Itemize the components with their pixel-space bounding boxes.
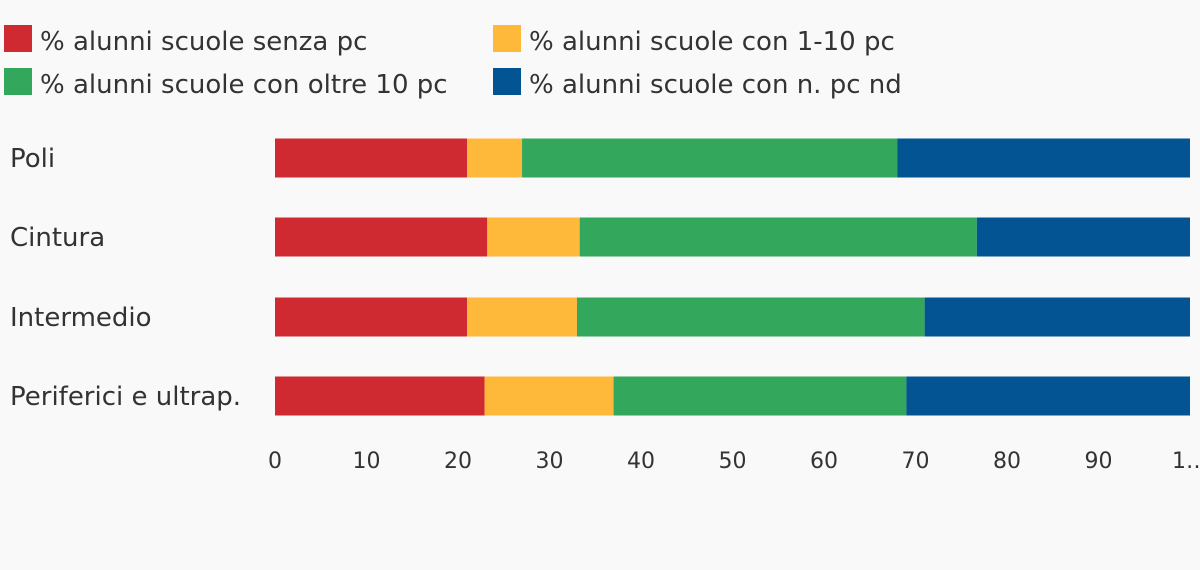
- x-tick-label: 80: [993, 449, 1021, 474]
- x-tick-label: 50: [719, 449, 747, 474]
- bar-segment: [275, 297, 468, 337]
- x-axis-ticks: 0 10 20 30 40 50 60 70 80 90 1…: [268, 449, 1200, 474]
- legend-swatch: [4, 68, 32, 95]
- x-tick-label: 0: [268, 449, 282, 474]
- legend-label: % alunni scuole con 1-10 pc: [529, 27, 895, 57]
- x-tick-label: 1…: [1172, 449, 1200, 474]
- bar-segment: [275, 138, 468, 178]
- bar-segment: [976, 217, 1190, 257]
- legend-label: % alunni scuole senza pc: [40, 27, 367, 57]
- bar-segment: [522, 138, 898, 178]
- category-label: Cintura: [10, 223, 105, 253]
- x-tick-label: 70: [902, 449, 930, 474]
- x-tick-label: 30: [536, 449, 564, 474]
- bar-segment: [275, 376, 485, 416]
- x-tick-label: 90: [1085, 449, 1113, 474]
- category-label: Periferici e ultrap.: [10, 382, 241, 412]
- bars: [275, 138, 1190, 416]
- category-label: Poli: [10, 144, 55, 174]
- category-labels: Poli Cintura Intermedio Periferici e ultrap…: [10, 144, 241, 412]
- bar-segment: [897, 138, 1190, 178]
- bar-segment: [906, 376, 1190, 416]
- bar-segment: [613, 376, 907, 416]
- x-tick-label: 40: [627, 449, 655, 474]
- x-tick-label: 10: [353, 449, 381, 474]
- legend-label: % alunni scuole con n. pc nd: [529, 70, 902, 100]
- bar-segment: [576, 297, 925, 337]
- category-label: Intermedio: [10, 303, 152, 333]
- bar-segment: [467, 138, 523, 178]
- legend-swatch: [493, 25, 521, 52]
- bar-segment: [484, 376, 614, 416]
- legend-swatch: [4, 25, 32, 52]
- legend: % alunni scuole senza pc % alunni scuole …: [4, 25, 902, 100]
- bar-segment: [487, 217, 580, 257]
- bar-segment: [924, 297, 1190, 337]
- legend-label: % alunni scuole con oltre 10 pc: [40, 70, 448, 100]
- bar-segment: [467, 297, 577, 337]
- legend-swatch: [493, 68, 521, 95]
- bar-segment: [275, 217, 488, 257]
- x-tick-label: 60: [810, 449, 838, 474]
- bar-segment: [579, 217, 977, 257]
- x-tick-label: 20: [444, 449, 472, 474]
